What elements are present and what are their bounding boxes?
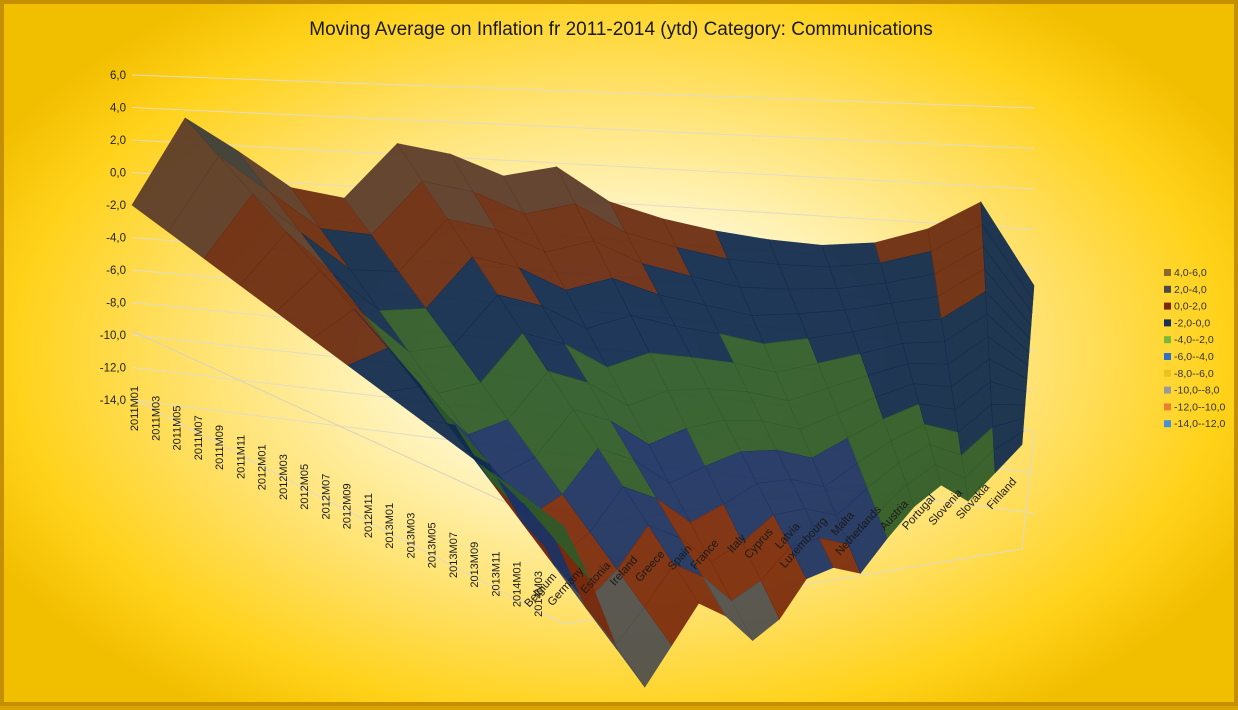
legend-swatch [1164, 336, 1171, 344]
legend-swatch [1164, 386, 1171, 394]
legend-swatch [1164, 403, 1171, 411]
month-label: 2013M11 [490, 552, 502, 597]
country-label: Finland [985, 476, 1019, 512]
legend-label: -12,0--10,0 [1174, 401, 1226, 413]
gridline [131, 74, 1035, 109]
legend-label: -8,0--6,0 [1174, 368, 1214, 380]
surface-cell [788, 288, 846, 315]
z-tick-label: -8,0 [106, 298, 126, 310]
month-label: 2011M09 [214, 425, 226, 470]
legend-label: -4,0--2,0 [1174, 334, 1214, 346]
z-tick-label: -14,0 [100, 395, 126, 407]
surface-cell [902, 341, 949, 365]
surface-cell [778, 263, 838, 290]
legend-label: 4,0-6,0 [1174, 267, 1207, 279]
legend-swatch [1164, 285, 1171, 293]
legend-label: -6,0--4,0 [1174, 351, 1214, 363]
z-tick-label: -2,0 [106, 200, 126, 212]
month-label: 2014M01 [512, 561, 524, 607]
gridline [131, 139, 1035, 190]
month-label: 2011M01 [129, 386, 141, 431]
month-label: 2012M07 [320, 474, 332, 520]
legend-swatch [1164, 353, 1171, 360]
month-label: 2012M09 [342, 483, 354, 529]
z-tick-label: -4,0 [106, 233, 126, 245]
chart-title: Moving Average on Inflation fr 2011-2014… [309, 19, 932, 40]
surface-cell [907, 363, 952, 388]
month-label: 2013M01 [384, 503, 396, 549]
month-label: 2011M11 [235, 435, 247, 479]
legend-label: -10,0--8,0 [1174, 385, 1220, 397]
floor-edge [138, 401, 565, 625]
z-tick-label: 0,0 [110, 168, 126, 180]
z-tick-label: -10,0 [100, 330, 126, 342]
legend-label: -2,0-0,0 [1174, 317, 1210, 329]
legend: 4,0-6,0 2,0-4,0 0,0-2,0 -2,0-0,0 -4,0--2,0 -6… [1164, 267, 1226, 430]
z-axis-ticks: 6,0 4,0 2,0 0,0 -2,0 -4,0 -6,0 -8,0 -10,0 -12,0 -1… [100, 70, 126, 407]
legend-label: 2,0-4,0 [1174, 284, 1207, 296]
surface-bands [131, 117, 1035, 688]
month-label: 2013M05 [427, 522, 439, 568]
z-tick-label: -12,0 [100, 363, 126, 375]
z-tick-label: 4,0 [110, 103, 126, 115]
floor-edge [1021, 433, 1035, 550]
legend-label: -14,0--12,0 [1174, 418, 1226, 430]
month-label: 2013M03 [405, 513, 417, 559]
month-label: 2011M07 [193, 415, 205, 460]
legend-swatch [1164, 302, 1171, 310]
legend-label: 0,0-2,0 [1174, 301, 1207, 313]
legend-swatch [1164, 369, 1171, 377]
month-axis-labels: 2011M01 2011M03 2011M05 2011M07 2011M09 2011M… [129, 386, 545, 617]
legend-swatch [1164, 269, 1171, 276]
gridline [131, 107, 1035, 149]
surface-cell [993, 430, 1024, 474]
month-label: 2012M01 [257, 444, 269, 490]
surface-chart: Moving Average on Inflation fr 2011-2014… [100, 19, 1226, 688]
floor-edge [131, 330, 565, 530]
month-label: 2013M07 [448, 532, 460, 578]
legend-swatch [1164, 319, 1171, 327]
month-label: 2013M09 [469, 542, 481, 588]
z-tick-label: 6,0 [110, 70, 126, 82]
month-label: 2011M03 [150, 396, 162, 441]
z-tick-label: 2,0 [110, 135, 126, 147]
legend-swatch [1164, 420, 1171, 428]
surface-cell [768, 239, 830, 268]
month-label: 2014M03 [533, 571, 545, 617]
surface-cell [896, 318, 945, 344]
surface-cell [821, 242, 881, 268]
month-label: 2012M03 [278, 454, 290, 500]
month-label: 2012M11 [363, 493, 375, 538]
z-tick-label: -6,0 [106, 265, 126, 277]
month-label: 2012M05 [299, 464, 311, 510]
month-label: 2011M05 [172, 405, 184, 450]
